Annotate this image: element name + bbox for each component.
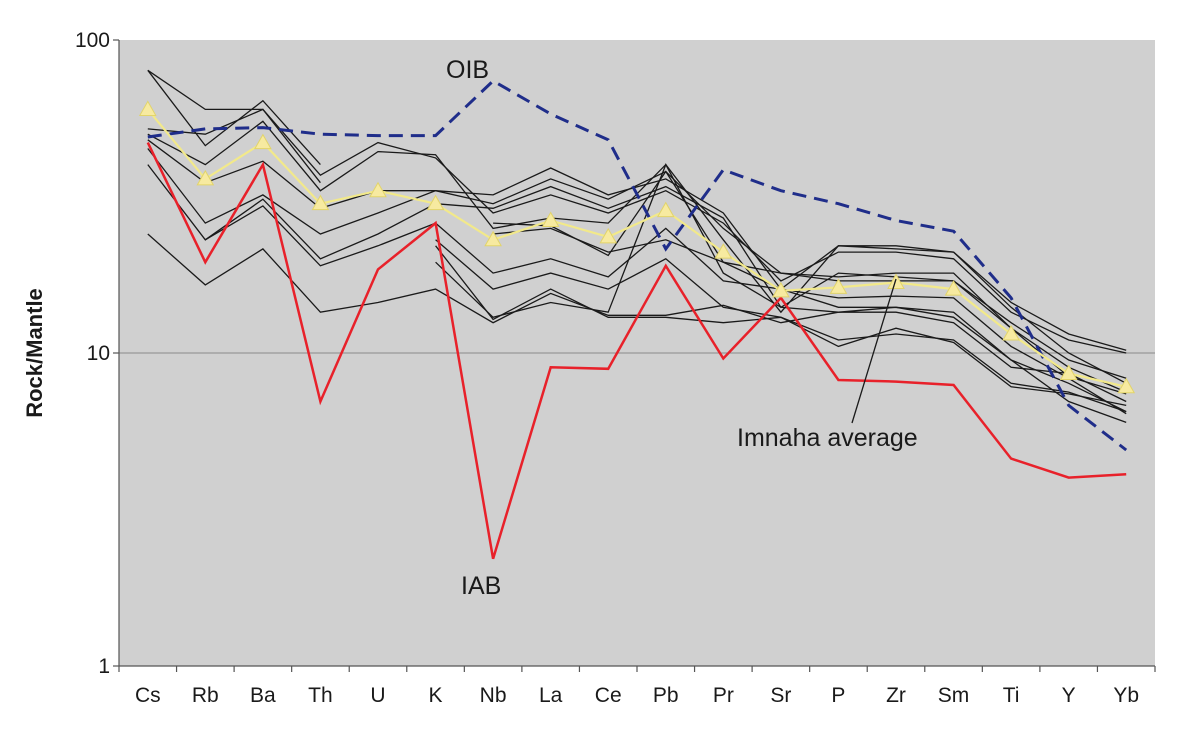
x-tick-label: Rb (192, 684, 219, 707)
sample-lines (147, 69, 1127, 424)
x-tick-label: Cs (135, 684, 161, 707)
sample-line (435, 163, 1127, 424)
imnaha-marker (369, 181, 387, 198)
imnaha-marker (1059, 364, 1078, 381)
sample-line (147, 139, 1127, 379)
imnaha-marker (311, 194, 330, 211)
imnaha-marker (1117, 377, 1136, 394)
imnaha-marker (599, 227, 618, 244)
x-tick-label: Th (308, 684, 333, 707)
x-tick-label: Zr (886, 684, 906, 707)
imnaha-marker (944, 280, 963, 296)
x-tick-label: Ce (595, 684, 622, 707)
x-tick-label: Sr (770, 684, 791, 707)
sample-line (147, 148, 1127, 384)
y-tick-label: 100 (75, 29, 110, 52)
iab-annotation: IAB (461, 572, 501, 600)
x-tick-label: Nb (480, 684, 507, 707)
x-tick-label: La (539, 684, 563, 707)
x-tick-label: Y (1062, 684, 1076, 707)
x-tick-label: Ba (250, 684, 276, 707)
sample-line (147, 69, 321, 166)
x-tick-label: K (429, 684, 443, 707)
x-tick-label: Yb (1113, 684, 1139, 707)
tick-labels: 1 10 100 Cs Rb Ba Th U K Nb La Ce Pb Pr Sr P Zr Sm Ti Y Yb (75, 29, 1139, 707)
sample-line (435, 245, 1127, 407)
sample-line (147, 108, 1127, 354)
x-tick-label: U (370, 684, 385, 707)
imnaha-marker (254, 133, 272, 150)
sample-line (147, 69, 321, 184)
imnaha-pointer-line (851, 278, 897, 424)
oib-line (147, 79, 1128, 452)
imnaha-marker (426, 194, 445, 211)
y-tick-label: 10 (87, 342, 110, 365)
y-axis-label: Rock/Mantle (22, 288, 47, 418)
x-tick-label: Pr (713, 684, 734, 707)
x-tick-label: P (831, 684, 845, 707)
x-tick-label: Ti (1003, 684, 1020, 707)
imnaha-marker (196, 169, 215, 186)
imnaha-markers (138, 100, 1136, 394)
reference-lines (146, 79, 1128, 560)
imnaha-marker (887, 273, 905, 289)
y-tick-label: 1 (98, 655, 110, 678)
sample-line (493, 227, 1127, 395)
oib-annotation: OIB (446, 56, 489, 84)
x-tick-label: Sm (938, 684, 970, 707)
imnaha-marker (541, 211, 560, 228)
x-tick-label: Pb (653, 684, 679, 707)
imnaha-marker (772, 281, 790, 298)
imnaha-marker (1002, 324, 1020, 341)
axes (113, 39, 1156, 672)
imnaha-marker (656, 201, 675, 218)
imnaha-average-line (146, 108, 1127, 388)
imnaha-annotation: Imnaha average (737, 424, 918, 452)
sample-line (204, 205, 1127, 413)
iab-line (146, 142, 1127, 560)
imnaha-marker (714, 243, 733, 259)
imnaha-marker (484, 230, 502, 247)
imnaha-marker (138, 100, 157, 116)
sample-line (493, 170, 1127, 415)
imnaha-marker (829, 278, 848, 294)
